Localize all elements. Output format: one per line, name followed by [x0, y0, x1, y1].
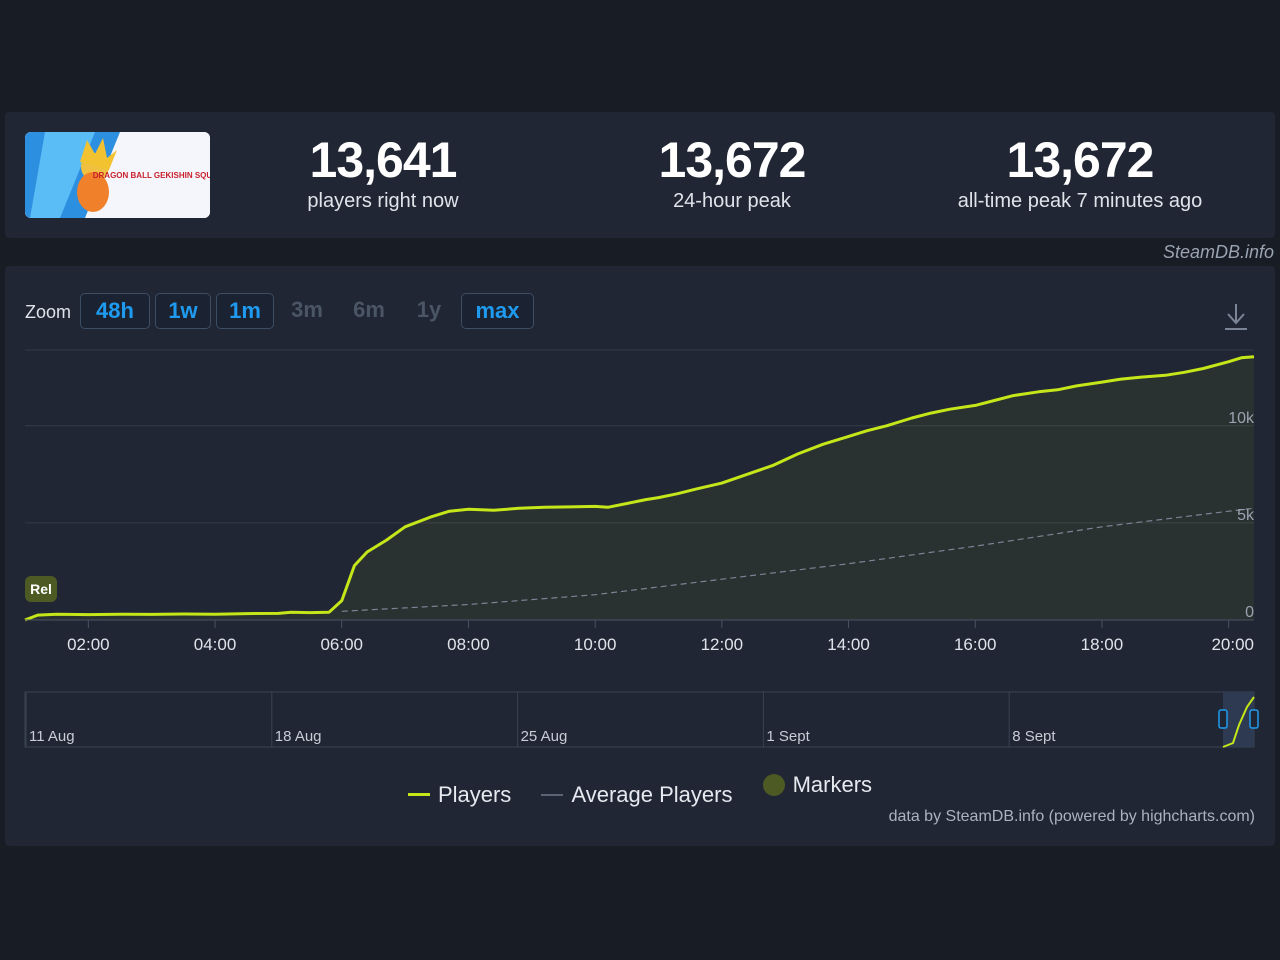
all-time-peak-stat: 13,672 all-time peak 7 minutes ago: [930, 132, 1230, 213]
navigator-selection: [1223, 692, 1254, 747]
legend-markers-label: Markers: [792, 772, 873, 797]
chart-legend: Players Average Players Markers: [5, 772, 1275, 808]
current-players-label: players right now: [307, 190, 459, 212]
all-time-peak-label: all-time peak 7 minutes ago: [957, 190, 1203, 212]
x-tick-label: 02:00: [67, 635, 110, 654]
download-icon[interactable]: [1223, 302, 1249, 332]
zoom-1w-button[interactable]: 1w: [155, 293, 211, 329]
navigator[interactable]: 11 Aug 18 Aug 25 Aug 1 Sept 8 Sept: [24, 691, 1259, 748]
chart-panel: Zoom 48h 1w 1m 3m 6m 1y max 0 5k 10k 02:00…: [5, 266, 1275, 846]
zoom-label: Zoom: [25, 302, 72, 322]
legend-average-label: Average Players: [571, 782, 733, 807]
release-marker-label: Rel: [30, 581, 52, 597]
game-logo-text: DRAGON BALL GEKISHIN SQUADRA: [93, 171, 210, 180]
navigator-date-label: 11 Aug: [29, 728, 75, 745]
zoom-48h-button[interactable]: 48h: [80, 293, 150, 329]
navigator-date-label: 8 Sept: [1012, 728, 1056, 745]
day-peak-stat: 13,672 24-hour peak: [582, 132, 882, 213]
players-area: [25, 356, 1254, 620]
legend-item-average-players[interactable]: Average Players: [541, 782, 732, 808]
x-tick-label: 12:00: [701, 635, 744, 654]
game-logo[interactable]: DRAGON BALL GEKISHIN SQUADRA: [25, 132, 210, 218]
zoom-max-button[interactable]: max: [461, 293, 534, 329]
all-time-peak-value: 13,672: [1006, 132, 1155, 188]
x-tick-label: 10:00: [574, 635, 617, 654]
legend-item-players[interactable]: Players: [407, 781, 512, 808]
players-legend-swatch: [407, 793, 430, 796]
x-tick-label: 14:00: [827, 635, 870, 654]
day-peak-value: 13,672: [658, 132, 807, 188]
navigator-date-label: 25 Aug: [521, 728, 568, 745]
x-tick-label: 18:00: [1081, 635, 1124, 654]
current-players-stat: 13,641 players right now: [233, 132, 533, 213]
legend-item-markers[interactable]: Markers: [762, 772, 873, 798]
markers-legend-swatch: [762, 774, 785, 796]
day-peak-label: 24-hour peak: [673, 190, 791, 212]
chart-markers[interactable]: Rel: [25, 576, 57, 602]
y-axis-labels: 0 5k 10k: [1228, 410, 1255, 621]
x-tick-label: 08:00: [447, 635, 490, 654]
average-legend-swatch: [541, 794, 564, 796]
y-tick-label: 5k: [1237, 507, 1255, 524]
y-tick-label: 10k: [1228, 410, 1255, 427]
player-count-chart[interactable]: 0 5k 10k 02:00 04:00 06:00 08:00 10:00 12:00 14:…: [5, 266, 1275, 846]
game-logo-art: DRAGON BALL GEKISHIN SQUADRA: [25, 132, 210, 218]
navigator-left-handle: [1218, 709, 1228, 729]
x-tick-label: 16:00: [954, 635, 997, 654]
zoom-6m-button[interactable]: 6m: [353, 297, 385, 322]
legend-players-label: Players: [437, 781, 512, 807]
stats-panel: DRAGON BALL GEKISHIN SQUADRA 13,641 play…: [5, 112, 1275, 238]
y-tick-label: 0: [1245, 604, 1254, 621]
data-source-note[interactable]: data by SteamDB.info (powered by highcha…: [888, 808, 1255, 825]
navigator-date-label: 1 Sept: [766, 728, 810, 745]
navigator-frame: [24, 691, 1255, 748]
navigator-date-label: 18 Aug: [275, 728, 322, 745]
x-tick-label: 06:00: [320, 635, 363, 654]
x-axis-labels: 02:00 04:00 06:00 08:00 10:00 12:00 14:00 16:00…: [25, 619, 1254, 654]
current-players-value: 13,641: [309, 132, 458, 188]
x-tick-label: 04:00: [194, 635, 237, 654]
zoom-1y-button[interactable]: 1y: [416, 297, 442, 322]
players-area-fill: [25, 356, 1254, 620]
zoom-1m-button[interactable]: 1m: [216, 293, 274, 329]
players-series: [24, 355, 1255, 622]
players-line: [24, 355, 1255, 622]
steamdb-credit[interactable]: SteamDB.info: [1162, 242, 1274, 262]
average-players-line: [341, 507, 1255, 612]
navigator-series-line: [1222, 696, 1255, 748]
navigator-right-handle: [1249, 709, 1259, 729]
release-marker: [25, 576, 57, 602]
average-players-series: [341, 507, 1255, 612]
x-tick-label: 20:00: [1211, 635, 1254, 654]
zoom-3m-button[interactable]: 3m: [291, 297, 323, 322]
